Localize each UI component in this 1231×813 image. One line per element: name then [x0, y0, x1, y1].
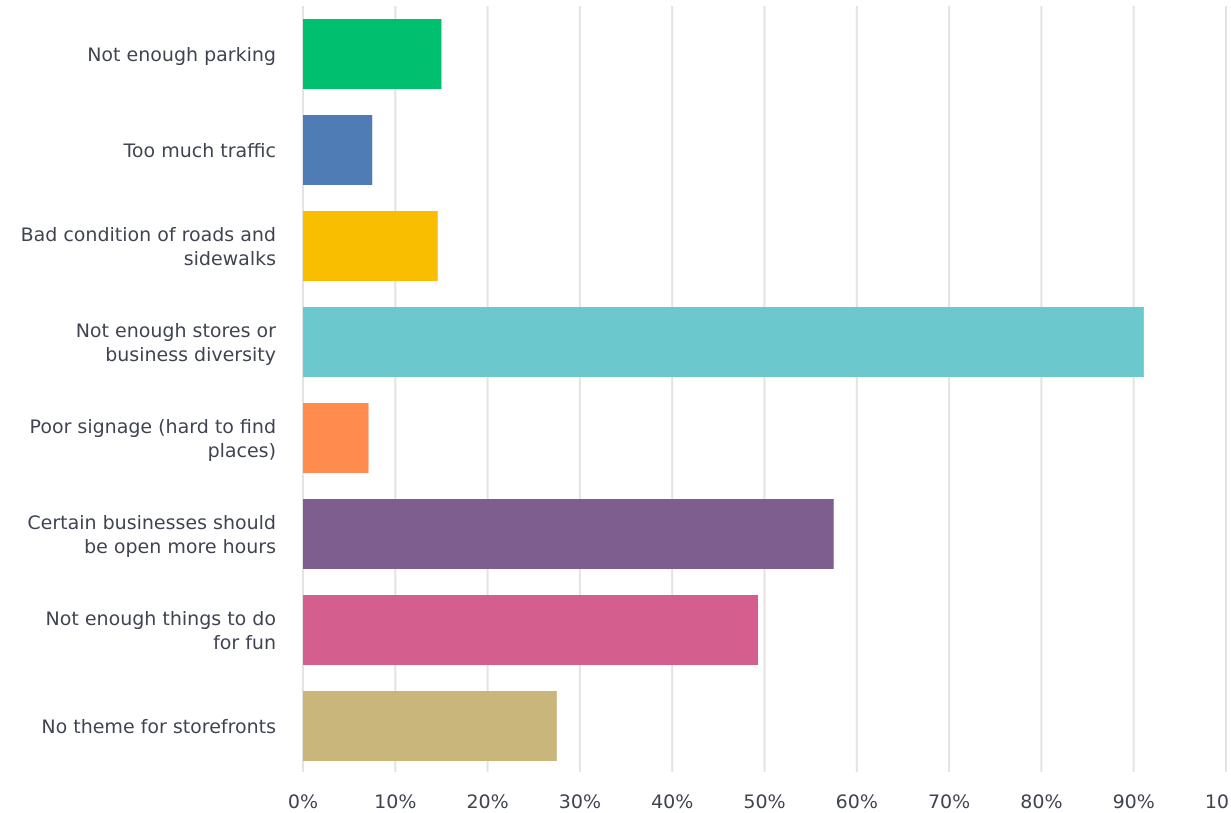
x-tick-label: 40% — [651, 791, 693, 813]
x-tick-label: 60% — [836, 791, 878, 813]
category-label-line: Not enough stores or — [76, 320, 276, 342]
x-tick-label: 80% — [1020, 791, 1062, 813]
category-label: Too much traffic — [123, 140, 276, 162]
x-tick-label: 0% — [288, 791, 318, 813]
category-label-line: sidewalks — [184, 248, 276, 270]
category-label-line: business diversity — [105, 344, 276, 366]
x-axis-ticks: 0% 10% 20% 30% 40% 50% 60% 70% 80% 90% 10... — [288, 791, 1231, 813]
x-tick-label: 10... — [1205, 791, 1231, 813]
category-label: Not enough stores or business diversity — [76, 320, 276, 366]
bar[interactable] — [303, 691, 557, 761]
category-label: Certain businesses should be open more ho… — [27, 512, 276, 558]
gridlines — [302, 6, 1227, 772]
category-label-line: No theme for storefronts — [41, 716, 276, 738]
bar[interactable] — [303, 115, 373, 185]
category-label-line: be open more hours — [84, 536, 276, 558]
category-label-line: Poor signage (hard to find — [30, 416, 276, 438]
category-label-line: for fun — [213, 632, 276, 654]
bar[interactable] — [303, 595, 759, 665]
x-tick-label: 70% — [928, 791, 970, 813]
category-label-line: Certain businesses should — [27, 512, 276, 534]
x-tick-label: 50% — [743, 791, 785, 813]
category-label: Not enough parking — [87, 44, 276, 66]
category-label-line: Bad condition of roads and — [21, 224, 276, 246]
x-tick-label: 10% — [374, 791, 416, 813]
bar[interactable] — [303, 307, 1144, 377]
x-tick-label: 90% — [1113, 791, 1155, 813]
bars — [303, 19, 1144, 761]
category-label-line: Not enough parking — [87, 44, 276, 66]
category-label-line: Too much traffic — [123, 140, 276, 162]
category-label: Poor signage (hard to find places) — [30, 416, 276, 462]
bar[interactable] — [303, 19, 442, 89]
bar[interactable] — [303, 211, 438, 281]
category-labels: Not enough parking Too much traffic Bad co… — [21, 44, 277, 738]
category-label-line: places) — [208, 440, 276, 462]
bar[interactable] — [303, 403, 369, 473]
x-tick-label: 30% — [559, 791, 601, 813]
category-label: Not enough things to do for fun — [46, 608, 276, 654]
category-label: No theme for storefronts — [41, 716, 276, 738]
bar[interactable] — [303, 499, 834, 569]
category-label-line: Not enough things to do — [46, 608, 276, 630]
category-label: Bad condition of roads and sidewalks — [21, 224, 276, 270]
x-tick-label: 20% — [466, 791, 508, 813]
